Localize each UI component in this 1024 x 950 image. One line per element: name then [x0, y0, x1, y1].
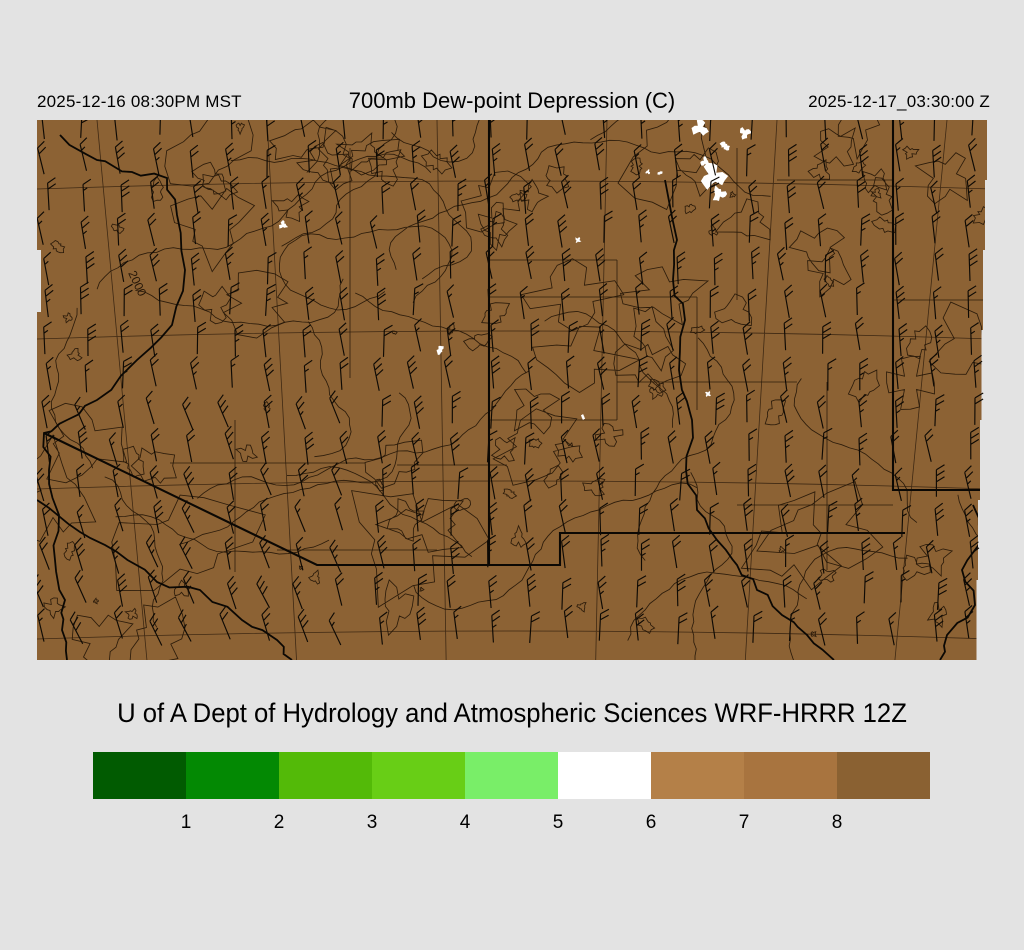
- valid-time-local: 2025-12-16 08:30PM MST: [37, 92, 242, 111]
- colorbar-segment: [465, 752, 558, 799]
- colorbar-tick: 6: [645, 812, 657, 833]
- colorbar-tick: 8: [831, 812, 843, 833]
- colorbar-tick: 5: [552, 812, 564, 833]
- colorbar-tick: 7: [738, 812, 750, 833]
- map-title: 700mb Dew-point Depression (C): [348, 88, 676, 113]
- land-fill: [37, 120, 987, 660]
- map-canvas: 2000: [37, 120, 987, 660]
- colorbar-segment: [93, 752, 186, 799]
- colorbar-tick: 3: [366, 812, 378, 833]
- colorbar-segment: [837, 752, 930, 799]
- colorbar-segment: [558, 752, 651, 799]
- state-borders: [43, 120, 987, 567]
- graticule-county-lines: [37, 120, 987, 660]
- colorbar-segment: [744, 752, 837, 799]
- valid-time-utc: 2025-12-17_03:30:00 Z: [808, 92, 990, 111]
- terrain-contours: [37, 120, 987, 660]
- colorbar-tick: 1: [180, 812, 192, 833]
- colorbar-tick: 4: [459, 812, 471, 833]
- colorbar-segment: [372, 752, 465, 799]
- rivers: [37, 134, 987, 660]
- colorbar-tick: 2: [273, 812, 285, 833]
- colorbar: [93, 752, 930, 799]
- colorbar-segment: [279, 752, 372, 799]
- model-caption: U of A Dept of Hydrology and Atmospheric…: [117, 698, 907, 728]
- colorbar-segment: [651, 752, 744, 799]
- wind-barbs: [37, 120, 984, 646]
- colorbar-segment: [186, 752, 279, 799]
